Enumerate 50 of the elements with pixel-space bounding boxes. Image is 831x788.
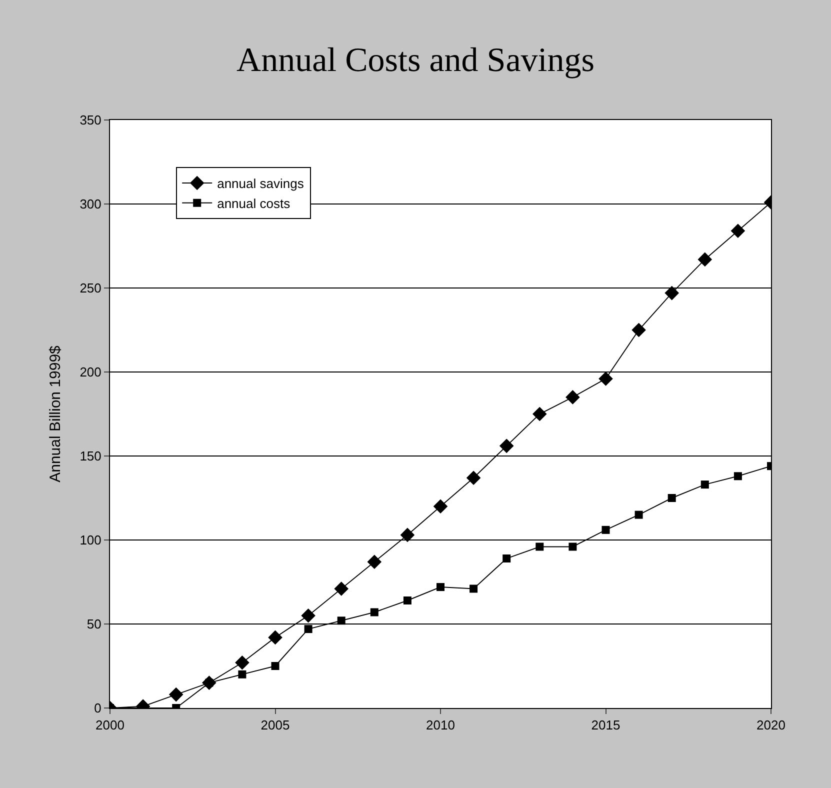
y-tick-label: 100 [80,532,102,548]
y-tick-label: 250 [80,280,102,296]
point [632,322,646,338]
point [367,554,382,569]
point [598,372,613,386]
point [698,252,712,267]
point [532,406,547,422]
point [403,596,412,604]
x-tick-label: 2010 [426,718,455,733]
legend-label: annual costs [217,196,291,211]
y-axis-title: Annual Billion 1999$ [46,344,64,482]
point [470,584,478,593]
point [634,510,643,519]
point [168,687,184,702]
point [337,616,346,625]
point [436,583,444,592]
y-tick-label: 350 [80,112,102,128]
point [602,526,610,534]
point [499,438,514,454]
point [734,472,742,480]
point [664,286,679,300]
y-tick-label: 300 [80,196,102,212]
point [271,662,280,670]
point [235,655,250,670]
point [238,670,246,678]
point [536,542,544,551]
point [502,554,511,562]
x-tick-label: 2015 [591,718,620,733]
x-tick-label: 2020 [756,718,786,733]
point [568,542,577,551]
x-tick-label: 2000 [96,718,124,733]
point [334,582,348,596]
y-tick-label: 0 [94,700,102,716]
point [400,528,415,542]
point [566,390,580,404]
legend-label: annual savings [217,176,304,192]
y-tick-label: 150 [80,448,102,464]
point [700,480,709,489]
point [301,608,316,623]
point [433,499,448,514]
x-tick-label: 2005 [260,718,290,733]
point [466,470,481,485]
point [730,224,746,238]
y-tick-label: 200 [80,364,102,380]
point [304,625,312,634]
y-tick-label: 50 [86,616,102,632]
point [668,494,676,502]
point [370,608,378,616]
chart-title: Annual Costs and Savings [236,42,594,80]
point [268,630,282,645]
